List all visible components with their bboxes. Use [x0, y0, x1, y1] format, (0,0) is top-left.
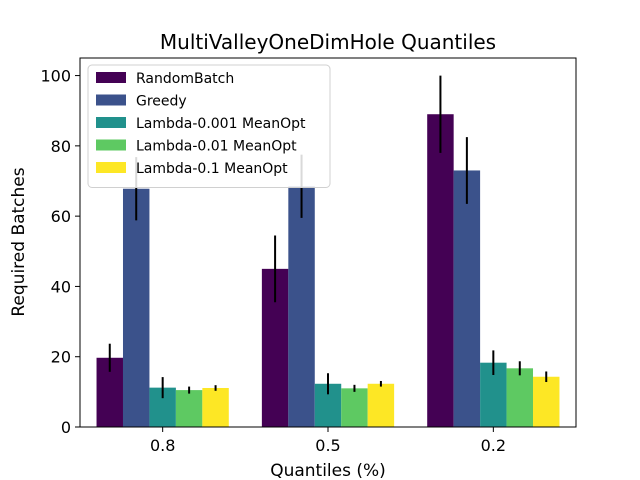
legend-label: Lambda-0.1 MeanOpt	[136, 161, 288, 177]
y-tick-label: 20	[51, 348, 71, 367]
legend-box	[87, 64, 331, 188]
y-tick-label: 40	[51, 277, 71, 296]
legend-swatch	[96, 94, 126, 106]
x-axis-ticks: 0.8 0.5 0.2	[150, 427, 506, 455]
y-tick-label: 0	[61, 418, 71, 437]
x-tick-label: 0.2	[481, 436, 506, 455]
bar-greedy-0-5	[288, 186, 315, 427]
y-axis-ticks: 0 20 40 60 80 100	[40, 67, 80, 437]
legend-label: Lambda-0.01 MeanOpt	[136, 139, 297, 155]
legend-swatch	[96, 139, 126, 151]
legend: RandomBatch Greedy Lambda-0.001 MeanOpt Lam…	[87, 64, 331, 188]
x-tick-label: 0.8	[150, 436, 175, 455]
legend-label: RandomBatch	[136, 71, 234, 87]
y-tick-label: 100	[40, 67, 71, 86]
y-tick-label: 80	[51, 137, 71, 156]
legend-swatch	[96, 162, 126, 173]
bar-lambda-0-01-meanopt-0-8	[175, 390, 203, 427]
legend-label: Lambda-0.001 MeanOpt	[136, 116, 306, 132]
bar-greedy-0-2	[453, 170, 481, 427]
bar-lambda-0-1-meanopt-0-2	[533, 376, 560, 427]
bar-greedy-0-8	[122, 188, 150, 427]
chart-title: MultiValleyOneDimHole Quantiles	[160, 30, 496, 54]
legend-swatch	[96, 72, 126, 83]
y-axis-label: Required Batches	[9, 167, 29, 316]
bar-lambda-0-1-meanopt-0-8	[202, 387, 229, 427]
bars-layer	[96, 114, 560, 427]
legend-swatch	[96, 117, 126, 128]
bar-lambda-0-01-meanopt-0-5	[341, 388, 368, 427]
legend-label: Greedy	[136, 94, 187, 110]
x-axis-label: Quantiles (%)	[270, 461, 386, 480]
bar-randombatch-0-2	[427, 114, 454, 427]
bar-lambda-0-1-meanopt-0-5	[367, 383, 395, 427]
error-bars-layer	[108, 75, 548, 399]
bar-lambda-0-01-meanopt-0-2	[506, 368, 534, 427]
y-tick-label: 60	[51, 207, 71, 226]
x-tick-label: 0.5	[315, 436, 340, 455]
